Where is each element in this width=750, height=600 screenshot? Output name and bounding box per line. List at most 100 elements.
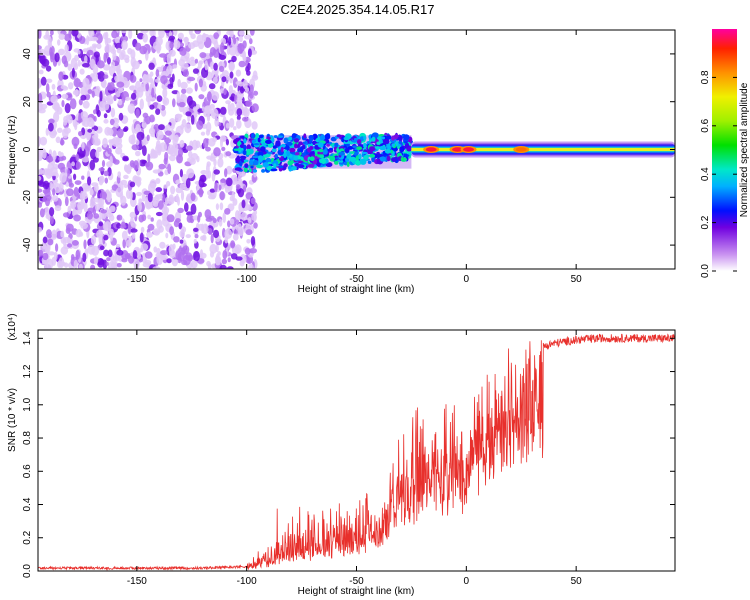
noise-speckle <box>133 160 139 171</box>
noise-speckle <box>71 240 79 246</box>
noise-speckle <box>251 213 257 221</box>
noise-speckle <box>139 232 144 243</box>
noise-speckle <box>130 216 134 227</box>
noise-speckle <box>130 92 137 100</box>
y-tick-label: 1.0 <box>22 397 33 411</box>
noise-speckle <box>38 92 43 103</box>
noise-speckle <box>190 153 199 160</box>
noise-speckle <box>180 81 188 90</box>
noise-speckle <box>181 88 187 94</box>
noise-speckle <box>164 151 169 162</box>
noise-speckle <box>63 60 69 68</box>
noise-speckle <box>227 102 231 113</box>
noise-speckle <box>160 75 168 84</box>
broad-signal-speckle <box>371 136 376 142</box>
noise-speckle <box>238 35 243 42</box>
noise-speckle <box>91 129 95 135</box>
broad-signal-speckle <box>380 136 386 140</box>
noise-speckle <box>179 169 183 178</box>
noise-speckle <box>80 86 88 97</box>
noise-speckle <box>115 187 124 198</box>
noise-speckle <box>184 202 189 213</box>
noise-speckle <box>156 130 164 140</box>
noise-speckle <box>115 243 121 248</box>
noise-speckle <box>86 132 91 141</box>
noise-speckle <box>89 159 96 171</box>
noise-speckle <box>202 234 207 242</box>
x-tick-label: 50 <box>571 274 583 285</box>
noise-speckle <box>139 78 143 83</box>
noise-speckle <box>89 188 94 196</box>
broad-signal-speckle <box>349 156 356 163</box>
noise-speckle <box>111 136 119 147</box>
broad-signal-speckle <box>243 138 247 144</box>
snr-y-axis: 0.0 0.2 0.4 0.6 0.8 1.0 1.2 1.4 <box>22 331 675 578</box>
noise-speckle <box>148 62 155 70</box>
noise-speckle <box>165 68 170 77</box>
noise-speckle <box>58 71 64 81</box>
broad-signal-speckle <box>324 158 329 165</box>
snr-x-axis: -150 -100 -50 0 50 <box>127 330 582 587</box>
broad-signal-speckle <box>243 144 247 151</box>
noise-speckle <box>39 136 48 146</box>
broad-signal-speckle <box>319 154 325 159</box>
noise-speckle <box>218 54 226 60</box>
noise-speckle <box>140 243 149 251</box>
noise-speckle <box>177 207 184 214</box>
noise-speckle <box>179 183 185 191</box>
noise-speckle <box>158 124 165 131</box>
noise-speckle <box>96 258 105 268</box>
noise-speckle <box>108 228 114 235</box>
noise-speckle <box>116 68 123 76</box>
noise-speckle <box>109 118 115 126</box>
broad-signal-speckle <box>398 140 402 144</box>
broad-signal-speckle <box>354 160 362 166</box>
noise-speckle <box>230 253 238 260</box>
broad-signal-speckle <box>329 155 336 162</box>
noise-speckle <box>75 153 80 162</box>
noise-speckle <box>148 77 154 84</box>
noise-speckle <box>164 130 172 136</box>
noise-speckle <box>183 36 189 43</box>
broad-signal-speckle <box>355 155 360 162</box>
noise-speckle <box>78 98 83 106</box>
noise-speckle <box>61 100 65 108</box>
noise-speckle <box>67 205 72 215</box>
broad-signal-speckle <box>283 152 287 158</box>
noise-speckle <box>63 262 69 268</box>
noise-speckle <box>194 234 199 239</box>
noise-speckle <box>173 147 179 157</box>
noise-speckle <box>170 185 176 195</box>
noise-speckle <box>108 208 112 216</box>
peak-marker <box>425 147 437 152</box>
noise-speckle <box>155 211 163 217</box>
noise-speckle <box>226 45 231 56</box>
noise-speckle <box>237 223 242 231</box>
noise-speckle <box>247 217 252 224</box>
noise-speckle <box>38 136 41 147</box>
noise-speckle <box>155 36 163 46</box>
noise-speckle <box>53 111 60 123</box>
noise-speckle <box>118 85 123 94</box>
broad-signal-speckle <box>399 146 405 153</box>
noise-speckle <box>50 53 54 63</box>
noise-speckle <box>179 239 184 244</box>
noise-speckle <box>64 196 69 207</box>
noise-speckle <box>121 258 128 263</box>
broad-signal-speckle <box>279 157 284 162</box>
noise-speckle <box>236 219 240 226</box>
noise-speckle <box>66 237 71 244</box>
noise-speckle <box>144 251 153 259</box>
noise-speckle <box>47 36 52 48</box>
noise-speckle <box>168 35 175 41</box>
broad-signal-speckle <box>303 133 307 139</box>
noise-speckle <box>229 118 235 128</box>
colorbar-tick-label: 0.8 <box>700 70 711 84</box>
noise-speckle <box>136 191 143 197</box>
noise-speckle <box>213 169 220 175</box>
noise-speckle <box>55 243 59 252</box>
noise-speckle <box>217 157 224 168</box>
noise-speckle <box>198 94 205 100</box>
noise-speckle <box>152 266 161 269</box>
noise-speckle <box>107 249 113 258</box>
